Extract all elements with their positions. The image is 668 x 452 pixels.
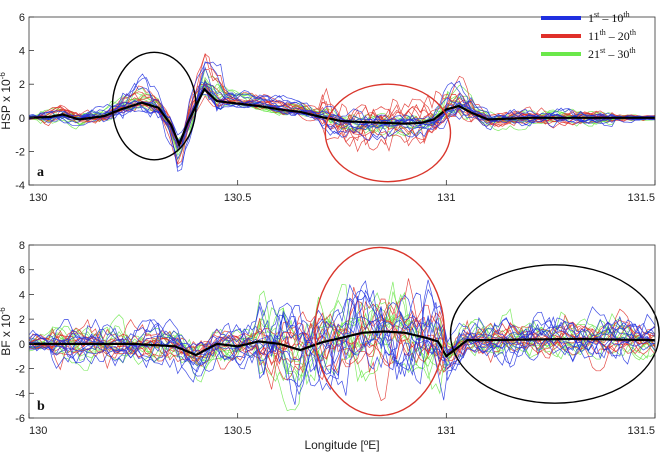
panel-b-y-tick-label: -2 xyxy=(15,364,25,376)
panel-b-y-tick-label: 6 xyxy=(19,265,25,277)
panel-b-member-line xyxy=(29,304,655,365)
panel-b-ensemble-lines xyxy=(29,278,655,412)
panel-b-y-tick-label: 4 xyxy=(19,289,25,301)
legend-label-3: 21st – 30th xyxy=(588,46,636,61)
panel-b-x-tick-label: 130 xyxy=(29,425,47,437)
panel-b-member-line xyxy=(29,316,655,367)
panel-b-y-tick-label: 0 xyxy=(19,339,25,351)
panel-b-y-tick-label: 8 xyxy=(19,240,25,252)
panel-b-y-axis-label: BF x 10-6 xyxy=(0,307,13,356)
panel-b-member-line xyxy=(29,296,655,396)
panel-a-axes-frame xyxy=(28,16,656,186)
panel-a-y-tick-label: 0 xyxy=(19,113,25,125)
panel-a-highlight-ellipse-1 xyxy=(111,51,197,161)
panel-b-member-line xyxy=(29,300,655,390)
panel-b-letter: b xyxy=(37,399,45,414)
panel-b-chart: 130 130.5 131 131.5 -6 -4 -2 0 2 4 6 8 BF x 10-6 Long… xyxy=(0,240,660,452)
panel-a-letter: a xyxy=(37,165,44,180)
legend-label-2: 11th – 20th xyxy=(588,28,636,43)
panel-a-member-line xyxy=(29,66,655,160)
panel-b-highlight-ellipse-2 xyxy=(449,264,660,404)
legend: 1st – 10th 11th – 20th 21st – 30th xyxy=(541,10,636,61)
panel-b-y-tick-label: -4 xyxy=(15,388,25,400)
legend-item-1: 1st – 10th xyxy=(541,10,630,25)
panel-a-x-tick-label: 130.5 xyxy=(224,192,252,204)
panel-b-member-line xyxy=(29,316,655,374)
panel-b-x-tick-label: 130.5 xyxy=(224,425,252,437)
panel-a-member-line xyxy=(29,85,655,142)
panel-a-member-line xyxy=(29,82,655,146)
panel-a-y-tick-label: 4 xyxy=(19,46,25,58)
panel-b-y-tick-label: 2 xyxy=(19,314,25,326)
panel-a-y-tick-label: 2 xyxy=(19,79,25,91)
panel-b-x-tick-label: 131.5 xyxy=(627,425,655,437)
panel-a-highlight-ellipse-2 xyxy=(324,83,452,183)
panel-b-y-tick-label: -6 xyxy=(15,413,25,425)
legend-item-3: 21st – 30th xyxy=(541,46,636,61)
panel-b-x-axis-label: Longitude [ºE] xyxy=(304,438,379,452)
panel-a-x-tick-label: 131.5 xyxy=(627,192,655,204)
panel-a-x-tick-label: 130 xyxy=(29,192,47,204)
panel-a-chart: 130 130.5 131 131.5 -4 -2 0 2 4 6 HSP x 10-6 a xyxy=(0,12,656,204)
panel-a-member-line xyxy=(29,81,655,149)
panel-b-mean-line xyxy=(29,330,655,358)
panel-a-member-line xyxy=(29,93,655,136)
panel-a-y-axis-label: HSP x 10-6 xyxy=(0,72,13,130)
panel-a-y-tick-label: 6 xyxy=(19,12,25,24)
panel-a-mean-line xyxy=(29,87,655,148)
legend-item-2: 11th – 20th xyxy=(541,28,636,43)
panel-b-axes-frame xyxy=(28,244,656,419)
panel-b-member-line xyxy=(29,279,655,405)
panel-b-member-line xyxy=(29,305,655,374)
panel-b-x-tick-label: 131 xyxy=(437,425,455,437)
panel-a-member-line xyxy=(29,80,655,148)
panel-b-highlight-ellipse-1 xyxy=(314,246,445,417)
panel-a-ensemble-lines xyxy=(29,52,655,172)
panel-a-x-tick-label: 131 xyxy=(437,192,455,204)
legend-label-1: 1st – 10th xyxy=(588,10,630,25)
panel-a-y-tick-label: -4 xyxy=(15,180,25,192)
panel-a-y-tick-label: -2 xyxy=(15,146,25,158)
